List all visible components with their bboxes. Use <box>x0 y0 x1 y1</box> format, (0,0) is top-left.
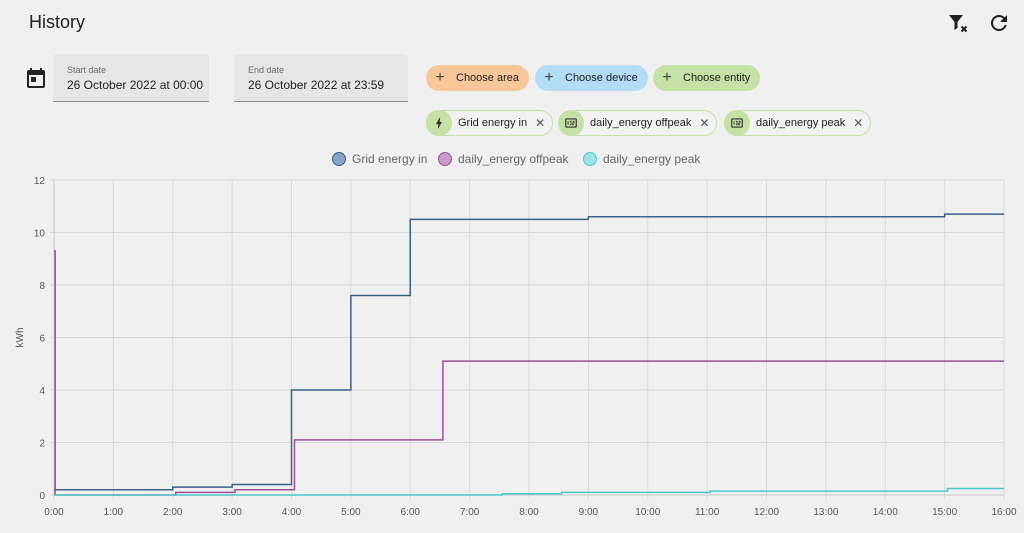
legend-swatch <box>583 152 597 166</box>
x-tick-label: 7:00 <box>460 507 480 518</box>
y-axis-label: kWh <box>15 328 26 348</box>
page-title: History <box>29 12 86 32</box>
end-date-value: 26 October 2022 at 23:59 <box>248 78 385 92</box>
x-tick-label: 11:00 <box>695 507 720 518</box>
meter-icon <box>724 110 750 136</box>
meter-icon <box>558 110 584 136</box>
lightning-bolt-icon <box>426 110 452 136</box>
legend-swatch <box>438 152 452 166</box>
choose-area-button[interactable]: + Choose area <box>426 65 529 91</box>
y-tick-label: 4 <box>39 386 45 397</box>
start-date-label: Start date <box>67 65 107 75</box>
end-date-label: End date <box>248 65 285 75</box>
entity-chip-label: Grid energy in <box>458 117 528 129</box>
choose-area-label: Choose area <box>456 72 519 84</box>
x-tick-label: 4:00 <box>282 507 302 518</box>
x-tick-label: 3:00 <box>222 507 242 518</box>
y-tick-label: 0 <box>39 491 45 502</box>
choose-entity-label: Choose entity <box>683 72 751 84</box>
x-tick-label: 1:00 <box>104 507 124 518</box>
plus-icon: + <box>435 69 445 86</box>
series-line-2 <box>54 487 1004 496</box>
x-tick-label: 6:00 <box>401 507 421 518</box>
y-tick-label: 12 <box>34 176 46 187</box>
entity-chip-daily-energy-peak[interactable]: daily_energy peak ✕ <box>724 110 872 136</box>
x-tick-label: 16:00 <box>991 507 1016 518</box>
end-date-field[interactable]: End date 26 October 2022 at 23:59 <box>234 54 408 102</box>
start-date-field[interactable]: Start date 26 October 2022 at 00:00 <box>53 54 209 102</box>
choose-device-button[interactable]: + Choose device <box>535 65 648 91</box>
plus-icon: + <box>662 69 672 86</box>
calendar-icon[interactable] <box>24 66 48 90</box>
legend-label: daily_energy peak <box>603 152 701 166</box>
legend-swatch <box>332 152 346 166</box>
series-line-1 <box>54 250 1004 496</box>
entity-chip-label: daily_energy offpeak <box>590 117 692 129</box>
y-tick-label: 6 <box>39 334 45 345</box>
close-icon[interactable]: ✕ <box>535 116 546 130</box>
legend-label: daily_energy offpeak <box>458 152 569 166</box>
x-tick-label: 0:00 <box>44 507 64 518</box>
close-icon[interactable]: ✕ <box>853 116 864 130</box>
entity-chip-daily-energy-offpeak[interactable]: daily_energy offpeak ✕ <box>558 110 718 136</box>
legend-item-daily-energy-offpeak[interactable]: daily_energy offpeak <box>438 151 569 167</box>
refresh-icon[interactable] <box>987 11 1011 35</box>
close-icon[interactable]: ✕ <box>699 116 710 130</box>
legend-item-grid-energy-in[interactable]: Grid energy in <box>332 151 427 167</box>
y-tick-label: 2 <box>39 439 45 450</box>
x-tick-label: 15:00 <box>932 507 957 518</box>
x-tick-label: 2:00 <box>163 507 183 518</box>
y-tick-label: 8 <box>39 281 45 292</box>
x-tick-label: 8:00 <box>519 507 539 518</box>
plus-icon: + <box>544 69 554 86</box>
legend-label: Grid energy in <box>352 152 428 166</box>
legend-item-daily-energy-peak[interactable]: daily_energy peak <box>583 151 700 167</box>
y-tick-label: 10 <box>34 229 46 240</box>
x-tick-label: 14:00 <box>873 507 898 518</box>
x-tick-label: 13:00 <box>813 507 838 518</box>
x-tick-label: 12:00 <box>754 507 779 518</box>
entity-chip-grid-energy-in[interactable]: Grid energy in ✕ <box>426 110 554 136</box>
x-tick-label: 5:00 <box>341 507 361 518</box>
history-chart[interactable]: 0:00 1:00 2:00 3:00 4:00 5:00 6:00 7:00 8:00 9:00… <box>0 170 1024 533</box>
start-date-value: 26 October 2022 at 00:00 <box>67 78 204 92</box>
x-tick-label: 10:00 <box>635 507 660 518</box>
entity-chip-label: daily_energy peak <box>756 117 846 129</box>
x-tick-label: 9:00 <box>579 507 599 518</box>
choose-device-label: Choose device <box>565 72 638 84</box>
choose-entity-button[interactable]: + Choose entity <box>653 65 761 91</box>
filter-remove-icon[interactable] <box>946 11 970 35</box>
series-line-0 <box>54 213 1004 491</box>
